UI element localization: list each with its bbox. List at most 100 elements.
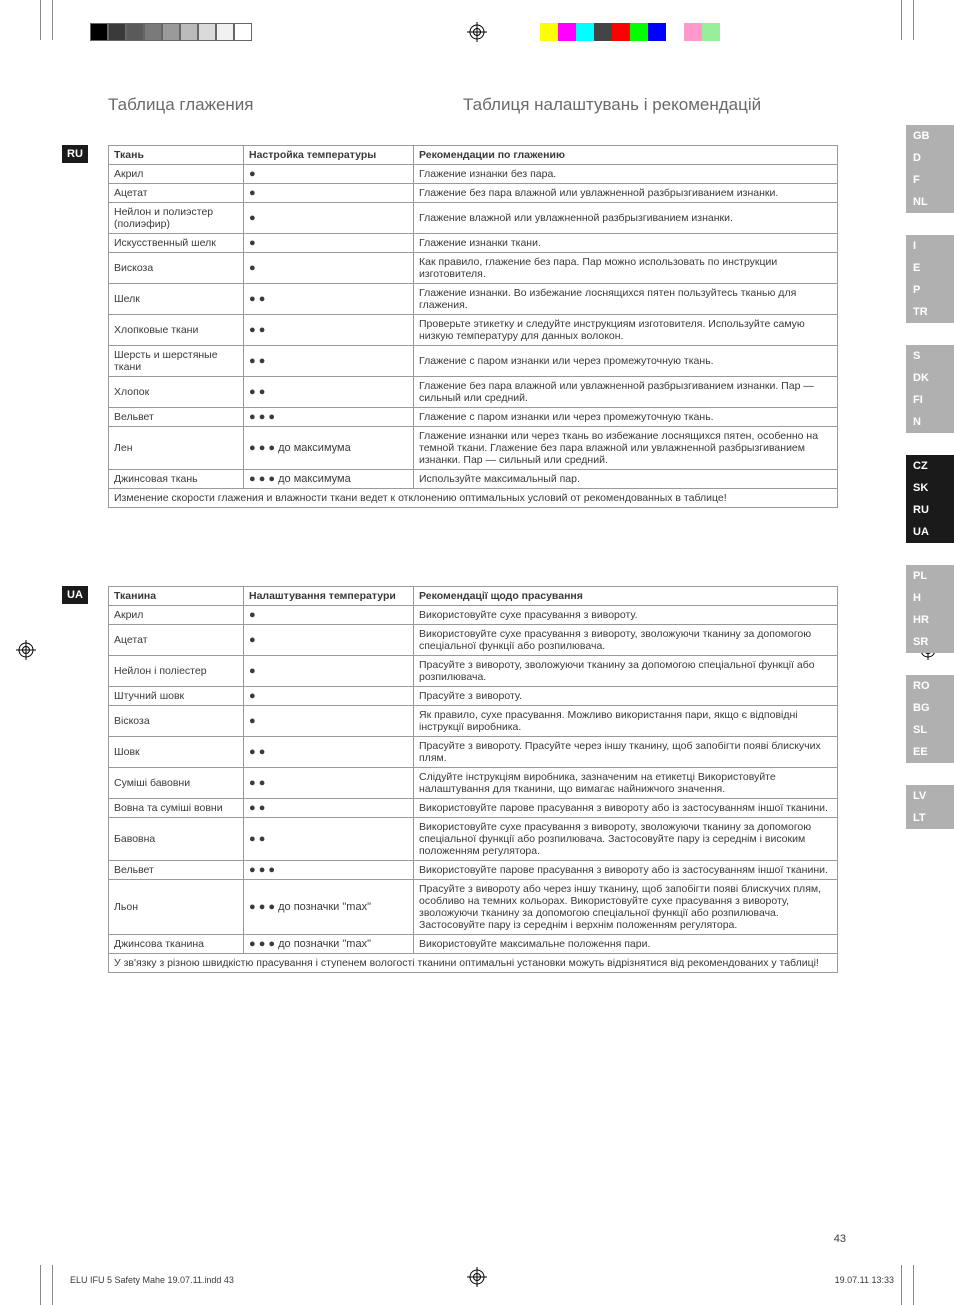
cell-temperature: ● — [244, 203, 414, 234]
cell-fabric: Вельвет — [109, 861, 244, 880]
cell-fabric: Бавовна — [109, 818, 244, 861]
sidebar-item-sl[interactable]: SL — [906, 719, 954, 741]
sidebar-item-ru[interactable]: RU — [906, 499, 954, 521]
cell-recommendation: Как правило, глажение без пара. Пар можн… — [414, 253, 838, 284]
cell-fabric: Шерсть и шерстяные ткани — [109, 346, 244, 377]
cell-recommendation: Проверьте этикетку и следуйте инструкция… — [414, 315, 838, 346]
sidebar-group: PLHHRSR — [906, 565, 954, 653]
cell-temperature: ● — [244, 687, 414, 706]
table-row: Штучний шовк●Прасуйте з вивороту. — [109, 687, 838, 706]
sidebar-item-cz[interactable]: CZ — [906, 455, 954, 477]
sidebar-item-nl[interactable]: NL — [906, 191, 954, 213]
crop-marks-bottom — [0, 1245, 954, 1305]
sidebar-item-ua[interactable]: UA — [906, 521, 954, 543]
grayscale-bar — [90, 23, 252, 41]
cell-temperature: ● — [244, 253, 414, 284]
cell-fabric: Вовна та суміші вовни — [109, 799, 244, 818]
table-row: Шерсть и шерстяные ткани● ●Глажение с па… — [109, 346, 838, 377]
sidebar-item-ro[interactable]: RO — [906, 675, 954, 697]
sidebar-item-s[interactable]: S — [906, 345, 954, 367]
sidebar-item-lt[interactable]: LT — [906, 807, 954, 829]
cell-fabric: Шелк — [109, 284, 244, 315]
table-row: Шелк● ●Глажение изнанки. Во избежание ло… — [109, 284, 838, 315]
table-row: Бавовна● ●Використовуйте сухе прасування… — [109, 818, 838, 861]
lang-badge-ru: RU — [62, 145, 88, 163]
cell-recommendation: Глажение без пара влажной или увлажненно… — [414, 377, 838, 408]
table-row: Суміші бавовни● ●Слідуйте інструкціям ви… — [109, 768, 838, 799]
table-row: Акрил●Використовуйте сухе прасування з в… — [109, 606, 838, 625]
sidebar-item-bg[interactable]: BG — [906, 697, 954, 719]
cell-fabric: Хлопковые ткани — [109, 315, 244, 346]
cell-fabric: Шовк — [109, 737, 244, 768]
sidebar-item-gb[interactable]: GB — [906, 125, 954, 147]
sidebar-item-h[interactable]: H — [906, 587, 954, 609]
page-content: Таблица глажения Таблиця налаштувань і р… — [108, 95, 838, 1051]
sidebar-item-sk[interactable]: SK — [906, 477, 954, 499]
table-row: Акрил●Глажение изнанки без пара. — [109, 165, 838, 184]
cell-fabric: Джинсова тканина — [109, 935, 244, 954]
cell-temperature: ● ● ● — [244, 861, 414, 880]
cell-recommendation: Використовуйте парове прасування з вивор… — [414, 799, 838, 818]
table-row: Нейлон і поліестер●Прасуйте з вивороту, … — [109, 656, 838, 687]
cell-recommendation: Слідуйте інструкціям виробника, зазначен… — [414, 768, 838, 799]
page-titles: Таблица глажения Таблиця налаштувань і р… — [108, 95, 838, 115]
cell-temperature: ● — [244, 234, 414, 253]
cell-recommendation: Используйте максимальный пар. — [414, 470, 838, 489]
cell-recommendation: Прасуйте з вивороту, зволожуючи тканину … — [414, 656, 838, 687]
sidebar-item-e[interactable]: E — [906, 257, 954, 279]
sidebar-item-dk[interactable]: DK — [906, 367, 954, 389]
cell-recommendation: Використовуйте сухе прасування з виворот… — [414, 625, 838, 656]
registration-mark-icon — [467, 22, 487, 42]
cell-recommendation: Глажение без пара влажной или увлажненно… — [414, 184, 838, 203]
sidebar-item-sr[interactable]: SR — [906, 631, 954, 653]
sidebar-item-d[interactable]: D — [906, 147, 954, 169]
cell-fabric: Ацетат — [109, 184, 244, 203]
cell-recommendation: Використовуйте парове прасування з вивор… — [414, 861, 838, 880]
table-row: Хлопок● ●Глажение без пара влажной или у… — [109, 377, 838, 408]
table-row: Хлопковые ткани● ●Проверьте этикетку и с… — [109, 315, 838, 346]
table-row: Шовк● ●Прасуйте з вивороту. Прасуйте чер… — [109, 737, 838, 768]
crop-marks-top — [0, 0, 954, 60]
table-row: Нейлон и полиэстер (полиэфир)●Глажение в… — [109, 203, 838, 234]
table-row: Вискоза●Как правило, глажение без пара. … — [109, 253, 838, 284]
cell-fabric: Льон — [109, 880, 244, 935]
sidebar-group: SDKFIN — [906, 345, 954, 433]
sidebar-item-pl[interactable]: PL — [906, 565, 954, 587]
sidebar-group: IEPTR — [906, 235, 954, 323]
title-right: Таблиця налаштувань і рекомендацій — [463, 95, 761, 115]
cell-fabric: Вельвет — [109, 408, 244, 427]
th-fabric: Тканина — [109, 587, 244, 606]
cell-temperature: ● — [244, 184, 414, 203]
language-sidebar: GBDFNLIEPTRSDKFINCZSKRUUAPLHHRSRROBGSLEE… — [906, 125, 954, 851]
title-left: Таблица глажения — [108, 95, 463, 115]
sidebar-group: LVLT — [906, 785, 954, 829]
sidebar-item-hr[interactable]: HR — [906, 609, 954, 631]
sidebar-item-i[interactable]: I — [906, 235, 954, 257]
table-row: Вельвет● ● ●Використовуйте парове прасув… — [109, 861, 838, 880]
cell-fabric: Вискоза — [109, 253, 244, 284]
sidebar-item-lv[interactable]: LV — [906, 785, 954, 807]
sidebar-item-f[interactable]: F — [906, 169, 954, 191]
sidebar-item-ee[interactable]: EE — [906, 741, 954, 763]
cell-temperature: ● ● — [244, 768, 414, 799]
cell-fabric: Акрил — [109, 606, 244, 625]
cell-recommendation: Глажение изнанки или через ткань во избе… — [414, 427, 838, 470]
sidebar-group: GBDFNL — [906, 125, 954, 213]
cell-temperature: ● ● ● до максимума — [244, 470, 414, 489]
sidebar-group: ROBGSLEE — [906, 675, 954, 763]
sidebar-item-n[interactable]: N — [906, 411, 954, 433]
cell-temperature: ● ● — [244, 315, 414, 346]
cell-recommendation: Використовуйте сухе прасування з виворот… — [414, 606, 838, 625]
cell-fabric: Джинсовая ткань — [109, 470, 244, 489]
table-row: Вельвет● ● ●Глажение с паром изнанки или… — [109, 408, 838, 427]
ironing-table-ua: Тканина Налаштування температури Рекомен… — [108, 586, 838, 973]
table-row: Искусственный шелк●Глажение изнанки ткан… — [109, 234, 838, 253]
cell-temperature: ● ● — [244, 818, 414, 861]
cell-fabric: Суміші бавовни — [109, 768, 244, 799]
sidebar-item-p[interactable]: P — [906, 279, 954, 301]
sidebar-item-tr[interactable]: TR — [906, 301, 954, 323]
table-row: Лен● ● ● до максимумаГлажение изнанки ил… — [109, 427, 838, 470]
cell-temperature: ● ● — [244, 284, 414, 315]
cell-recommendation: Глажение с паром изнанки или через проме… — [414, 408, 838, 427]
sidebar-item-fi[interactable]: FI — [906, 389, 954, 411]
